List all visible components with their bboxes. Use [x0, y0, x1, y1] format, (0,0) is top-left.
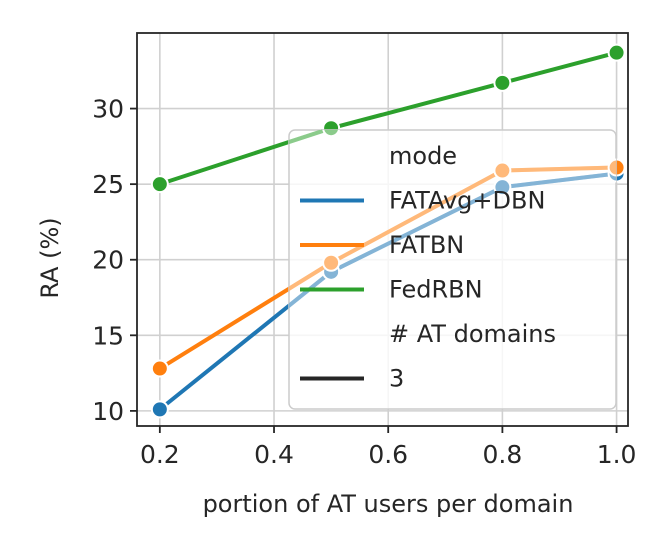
y-tick-label-4: 30 [92, 95, 124, 124]
y-axis-label: RA (%) [36, 217, 64, 298]
x-axis-label: portion of AT users per domain [203, 490, 574, 518]
legend-label-fedrbn: FedRBN [389, 276, 483, 304]
y-tick-label-3: 25 [92, 170, 124, 199]
legend-overlap-fedrbn [289, 130, 616, 187]
legend-label-size-3: 3 [389, 365, 404, 393]
point-fatbn-0 [150, 359, 169, 378]
point-faded-fatbn-1 [322, 253, 341, 272]
legend: mode FATAvg+DBN FATBN FedRBN # AT domains 3 [288, 129, 617, 410]
line-faded-fatbn [289, 165, 616, 371]
plot-frame [136, 32, 629, 427]
legend-label-fatbn: FATBN [389, 231, 464, 259]
x-tick-label-4: 1.0 [597, 440, 637, 469]
point-faded-fatbn-2 [493, 161, 512, 180]
point-fedrbn-2 [493, 73, 512, 92]
line-faded-fatavg-dbn [289, 171, 616, 409]
legend-frame [288, 129, 617, 410]
x-tick-label-0: 0.2 [140, 440, 180, 469]
axes: 0.2 0.4 0.6 0.8 1.0 10 15 20 25 30 [92, 32, 637, 469]
point-fatavg-dbn-0 [150, 400, 169, 419]
legend-overlap-fatbn [289, 158, 616, 371]
y-tick-label-0: 10 [92, 397, 124, 426]
legend-title-mode: mode [389, 142, 457, 170]
legend-label-fatavg-dbn: FATAvg+DBN [389, 187, 545, 215]
point-faded-fatbn-3 [607, 158, 616, 177]
line-fedrbn [157, 50, 619, 187]
point-faded-fedrbn-1 [322, 130, 341, 138]
y-tick-label-1: 15 [92, 321, 124, 350]
y-tick-label-2: 20 [92, 246, 124, 275]
x-tick-label-3: 0.8 [483, 440, 523, 469]
x-tick-label-1: 0.4 [254, 440, 294, 469]
x-tick-label-2: 0.6 [368, 440, 408, 469]
legend-title-at-domains: # AT domains [389, 320, 556, 348]
point-fedrbn-0 [150, 175, 169, 194]
point-fedrbn-3 [607, 43, 626, 62]
